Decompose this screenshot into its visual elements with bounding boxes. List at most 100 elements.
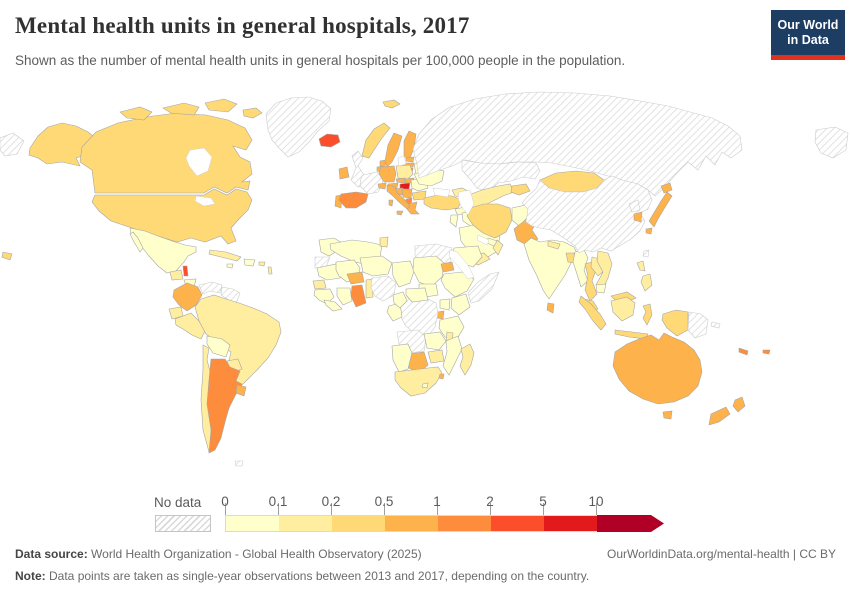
country-russia-east[interactable]: [814, 126, 849, 159]
country-canada-arctic[interactable]: [242, 107, 263, 119]
legend-color-segment-5[interactable]: [491, 515, 544, 532]
country-burkina-faso[interactable]: [346, 271, 365, 285]
country-lesser-antilles[interactable]: [267, 266, 273, 275]
country-germany[interactable]: [378, 165, 397, 183]
country-myanmar[interactable]: [572, 249, 589, 288]
country-denmark[interactable]: [379, 159, 387, 168]
country-jamaica[interactable]: [226, 263, 234, 269]
country-italy[interactable]: [388, 199, 394, 207]
country-new-zealand[interactable]: [732, 396, 746, 413]
country-japan[interactable]: [645, 227, 653, 235]
country-philippines[interactable]: [640, 273, 653, 292]
country-nepal[interactable]: [547, 240, 561, 250]
country-norway[interactable]: [361, 122, 391, 159]
country-iceland[interactable]: [318, 133, 341, 148]
country-israel-jordan[interactable]: [449, 214, 459, 228]
country-argentina[interactable]: [206, 358, 243, 454]
country-czechia[interactable]: [395, 177, 406, 184]
country-ireland[interactable]: [338, 166, 350, 180]
country-belize[interactable]: [182, 265, 189, 277]
country-switzerland[interactable]: [377, 182, 387, 190]
country-canada-arctic[interactable]: [119, 106, 153, 121]
country-hawaii[interactable]: [1, 251, 13, 261]
country-japan[interactable]: [648, 191, 673, 228]
country-north-korea[interactable]: [628, 199, 641, 213]
country-madagascar[interactable]: [459, 343, 475, 376]
legend-color-segment-3[interactable]: [385, 515, 438, 532]
country-bolivia[interactable]: [206, 335, 231, 358]
country-uruguay[interactable]: [235, 384, 247, 397]
country-sierra-leone-liberia[interactable]: [323, 299, 343, 312]
country-india[interactable]: [523, 237, 579, 300]
country-iran[interactable]: [466, 203, 513, 239]
country-estonia[interactable]: [405, 156, 415, 163]
country-indonesia-sulawesi[interactable]: [642, 303, 653, 326]
country-russia-west-tip[interactable]: [0, 132, 25, 157]
country-indonesia-borneo[interactable]: [610, 296, 636, 322]
country-south-africa[interactable]: [394, 366, 443, 397]
country-venezuela[interactable]: [198, 281, 223, 295]
country-greenland[interactable]: [265, 96, 332, 158]
country-mozambique[interactable]: [442, 335, 463, 376]
country-kyrgyzstan-tajikistan[interactable]: [510, 183, 531, 196]
country-philippines[interactable]: [636, 260, 646, 272]
country-somalia[interactable]: [467, 271, 500, 304]
country-namibia[interactable]: [391, 343, 413, 373]
country-nigeria[interactable]: [370, 275, 397, 302]
country-japan[interactable]: [660, 182, 673, 194]
country-ghana[interactable]: [350, 284, 367, 308]
country-ivory-coast[interactable]: [336, 287, 353, 306]
country-colombia[interactable]: [172, 282, 203, 312]
country-kenya[interactable]: [450, 293, 471, 316]
country-tunisia[interactable]: [379, 236, 389, 248]
country-indonesia-sumatra[interactable]: [578, 295, 607, 331]
country-guatemala[interactable]: [169, 269, 184, 281]
country-puerto-rico[interactable]: [258, 261, 266, 267]
legend-color-segment-6[interactable]: [544, 515, 597, 532]
country-lesotho[interactable]: [421, 382, 429, 389]
footer-link[interactable]: OurWorldinData.org/mental-health | CC BY: [607, 547, 836, 561]
country-italy[interactable]: [386, 184, 411, 210]
country-chad[interactable]: [391, 260, 415, 288]
country-mexico[interactable]: [129, 231, 144, 253]
owid-logo[interactable]: Our World in Data: [771, 10, 845, 60]
country-canada[interactable]: [79, 112, 253, 194]
country-poland[interactable]: [395, 164, 414, 180]
country-italy[interactable]: [396, 210, 404, 216]
country-sudan[interactable]: [412, 255, 445, 288]
country-cameroon[interactable]: [392, 291, 408, 309]
country-usa[interactable]: [91, 188, 253, 245]
legend-color-segment-4[interactable]: [438, 515, 491, 532]
country-bosnia-serbia[interactable]: [401, 188, 413, 199]
legend-color-segment-1[interactable]: [279, 515, 332, 532]
country-svalbard[interactable]: [382, 99, 401, 109]
country-png[interactable]: [687, 311, 709, 339]
country-indonesia-papua[interactable]: [661, 309, 689, 337]
country-fiji[interactable]: [762, 349, 771, 355]
country-canada-arctic[interactable]: [204, 98, 238, 113]
country-peru[interactable]: [174, 312, 206, 340]
country-eswatini[interactable]: [438, 373, 445, 380]
country-eritrea[interactable]: [440, 261, 455, 273]
country-niger[interactable]: [359, 255, 393, 277]
country-new-caledonia[interactable]: [738, 347, 749, 356]
country-cambodia[interactable]: [595, 283, 607, 294]
country-canada-arctic[interactable]: [162, 102, 200, 116]
country-australia[interactable]: [612, 332, 703, 405]
country-turkey[interactable]: [423, 194, 463, 211]
legend-color-segment-7[interactable]: [597, 515, 664, 532]
country-zambia[interactable]: [423, 331, 447, 351]
country-cuba[interactable]: [208, 249, 242, 262]
legend-color-segment-2[interactable]: [332, 515, 385, 532]
legend-color-segment-0[interactable]: [225, 515, 279, 532]
country-sweden[interactable]: [384, 132, 403, 168]
country-russia[interactable]: [412, 91, 743, 197]
country-greece[interactable]: [406, 201, 420, 215]
country-spain[interactable]: [338, 191, 369, 209]
country-sri-lanka[interactable]: [546, 302, 555, 314]
country-hispaniola[interactable]: [243, 258, 256, 267]
country-uganda[interactable]: [439, 298, 451, 311]
country-china[interactable]: [521, 175, 653, 254]
legend-no-data-swatch[interactable]: [155, 515, 211, 532]
country-south-korea[interactable]: [633, 211, 643, 223]
